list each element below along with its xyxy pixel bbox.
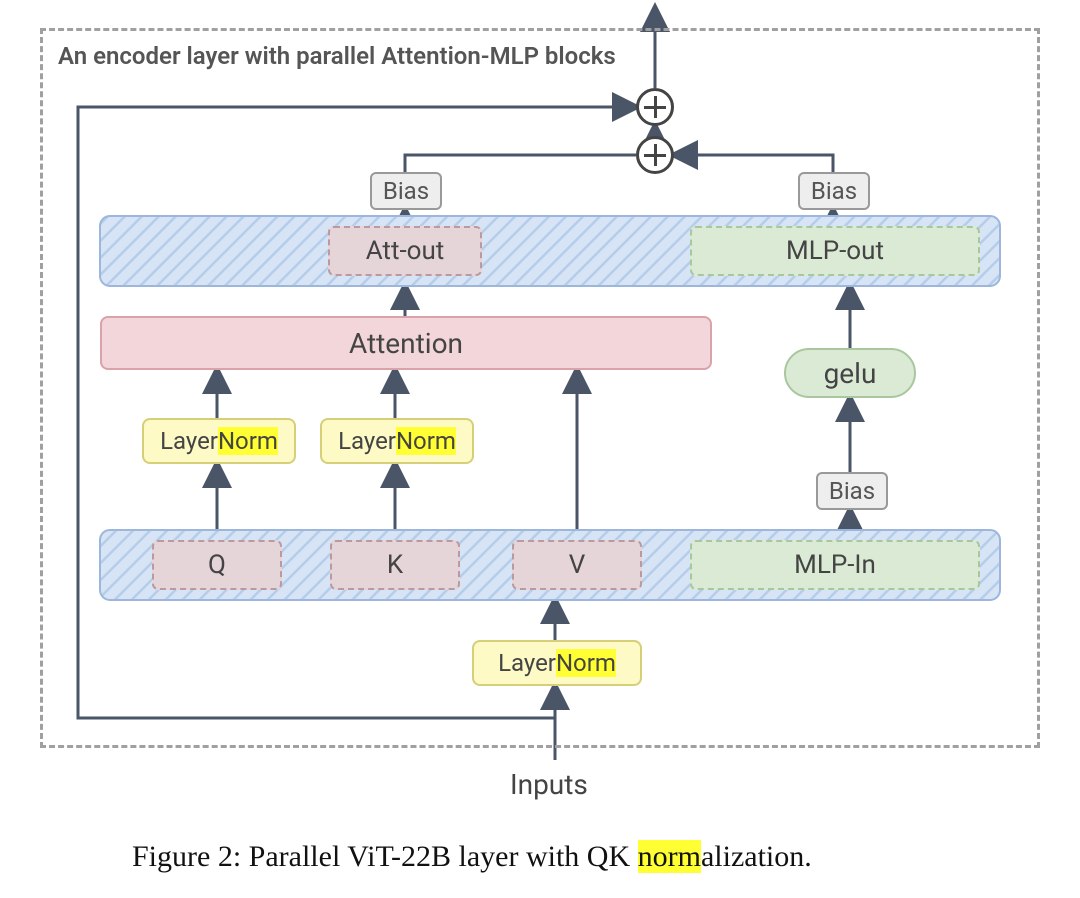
diagram-root: An encoder layer with parallel Attention… xyxy=(0,0,1080,898)
v-block: V xyxy=(512,540,642,590)
diagram-title: An encoder layer with parallel Attention… xyxy=(58,42,616,70)
mlp-in-block: MLP-In xyxy=(690,540,980,590)
caption-prefix: Figure 2: Parallel ViT-22B layer with QK xyxy=(132,840,638,873)
gelu-block: gelu xyxy=(784,348,916,398)
layernorm-k: LayerNorm xyxy=(320,418,474,464)
att-out-block: Att-out xyxy=(328,226,482,276)
bias-mlp-in: Bias xyxy=(816,472,888,510)
layernorm-q: LayerNorm xyxy=(142,418,296,464)
q-block: Q xyxy=(152,540,282,590)
figure-caption: Figure 2: Parallel ViT-22B layer with QK… xyxy=(132,840,812,874)
add-op-upper xyxy=(636,88,674,126)
layernorm-input: LayerNorm xyxy=(472,640,642,686)
mlp-out-block: MLP-out xyxy=(690,226,980,276)
bias-att-out: Bias xyxy=(370,172,442,210)
inputs-label: Inputs xyxy=(510,768,588,801)
add-op-lower xyxy=(636,136,674,174)
caption-highlight: norm xyxy=(638,840,701,873)
bias-mlp-out: Bias xyxy=(798,172,870,210)
attention-block: Attention xyxy=(100,316,712,370)
k-block: K xyxy=(330,540,460,590)
caption-suffix: alization. xyxy=(701,840,812,873)
